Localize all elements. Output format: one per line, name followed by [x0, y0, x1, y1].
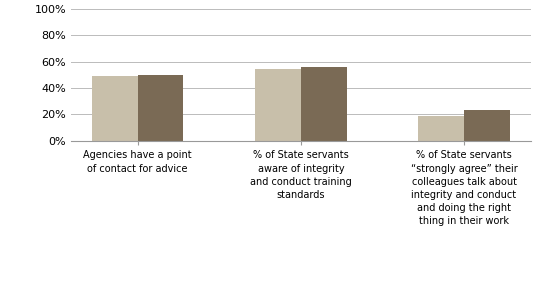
Bar: [255, 69, 301, 141]
Bar: [418, 115, 464, 141]
Bar: [464, 110, 510, 141]
Bar: [92, 76, 138, 141]
Bar: [301, 67, 347, 141]
Bar: [138, 75, 183, 141]
